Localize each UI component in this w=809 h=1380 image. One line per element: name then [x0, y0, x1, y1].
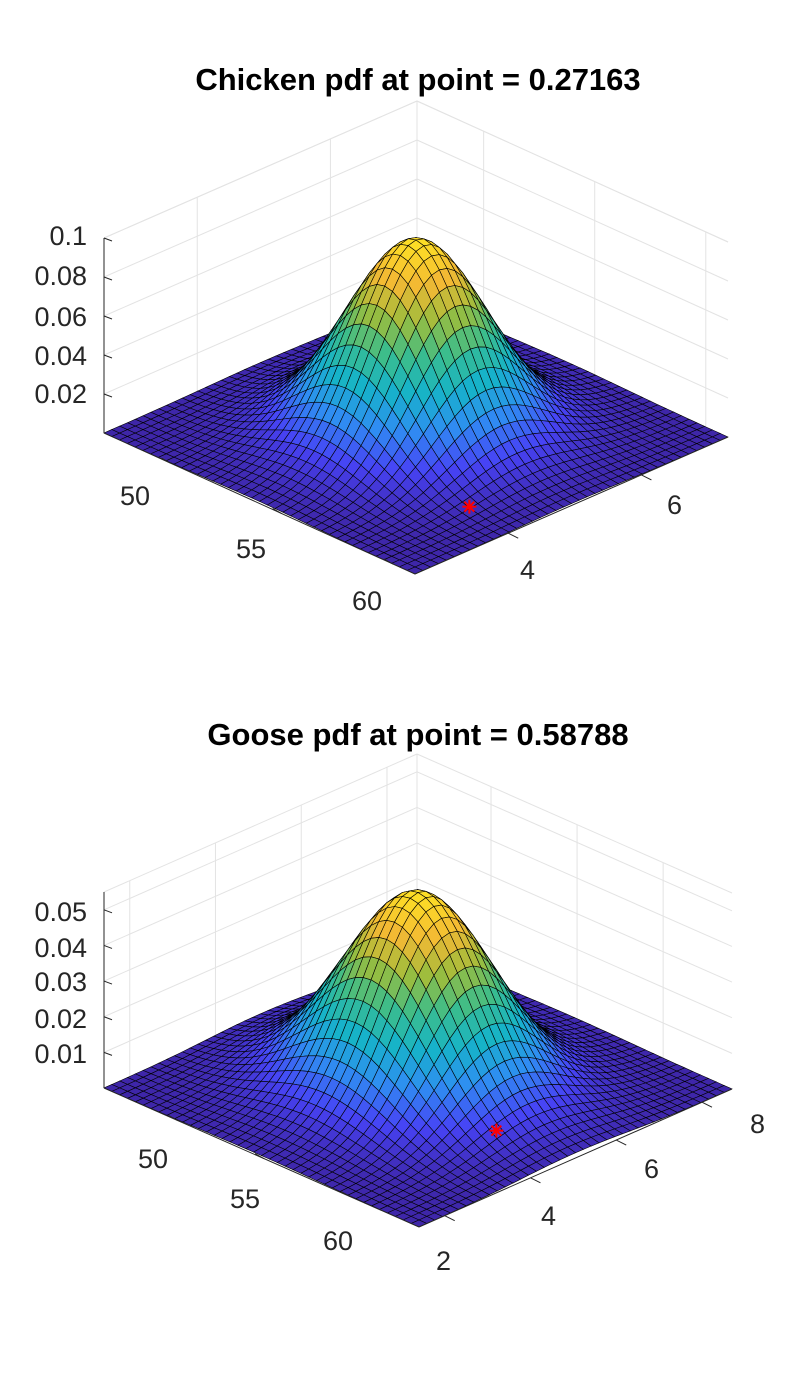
z-tick-mark-2	[103, 980, 113, 985]
x-tick-mark-0	[168, 1115, 179, 1122]
chicken-z-tick-0.06: 0.06	[34, 302, 87, 332]
z-gridline-right-3	[416, 806, 733, 947]
marker-stroke	[490, 1124, 503, 1137]
chicken-point-marker	[462, 499, 477, 514]
chicken-y-tick-4: 4	[520, 555, 535, 585]
z-gridline-left-1	[103, 878, 418, 1018]
z-tick-mark-1	[103, 1016, 113, 1021]
goose-x-tick-60: 60	[323, 1226, 353, 1256]
chicken-plot-title: Chicken pdf at point = 0.27163	[195, 62, 640, 97]
z-tick-mark-3	[103, 276, 113, 281]
z-gridline-right-2	[416, 178, 729, 321]
x-tick-mark-1	[254, 1153, 265, 1160]
goose-point-marker	[489, 1123, 504, 1138]
y-axis-line	[414, 436, 729, 575]
goose-z-tick-0.01: 0.01	[34, 1039, 87, 1069]
goose-y-tick-2: 2	[436, 1246, 451, 1276]
marker-stroke	[463, 501, 476, 513]
chicken-x-tick-50: 50	[120, 481, 150, 511]
chicken-surface	[103, 237, 729, 575]
goose-grid	[103, 753, 733, 1077]
z-gridline-right-1	[416, 878, 733, 1019]
z-gridline-left-3	[103, 139, 418, 278]
y-tick-mark-1	[530, 1177, 541, 1184]
z-tick-mark-1	[103, 354, 113, 359]
goose-surface	[103, 889, 733, 1228]
z-gridline-right-1	[416, 217, 729, 360]
z-gridline-left-1	[103, 217, 418, 356]
z-tick-mark-2	[103, 315, 113, 320]
goose-y-tick-6: 6	[644, 1154, 659, 1184]
z-gridline-right-3	[416, 139, 729, 282]
chicken-x-tick-60: 60	[352, 586, 382, 616]
y-tick-mark-0	[444, 1215, 455, 1222]
chicken-grid	[103, 100, 729, 427]
goose-z-tick-0.04: 0.04	[34, 933, 87, 963]
chicken-x-tick-55: 55	[236, 534, 266, 564]
x-tick-mark-2	[340, 1191, 351, 1198]
z-tick-mark-0	[103, 1051, 113, 1056]
goose-y-tick-8: 8	[750, 1109, 765, 1139]
goose-surface-plot: Goose pdf at point = 0.58788 50 55 60 2 …	[34, 717, 765, 1276]
z-gridline-left-2	[103, 842, 418, 982]
chicken-surface-plot: Chicken pdf at point = 0.27163 50 55 60 …	[34, 62, 729, 616]
z-gridline-left-4	[103, 771, 418, 911]
z-gridline-right-4	[416, 771, 733, 912]
z-gridline-right-4	[416, 100, 729, 243]
x-tick-mark-0	[161, 457, 171, 464]
z-gridline-right-0	[416, 256, 729, 399]
chicken-axes	[103, 237, 729, 575]
goose-x-tick-50: 50	[138, 1144, 168, 1174]
y-tick-mark-0	[508, 532, 519, 539]
y-tick-mark-1	[641, 474, 652, 481]
z-gridline-left-3	[103, 806, 418, 946]
top-edge-right	[416, 753, 733, 894]
goose-y-tick-4: 4	[541, 1201, 556, 1231]
z-tick-mark-3	[103, 944, 113, 949]
chicken-y-tick-6: 6	[667, 490, 682, 520]
z-gridline-right-2	[416, 842, 733, 983]
chicken-z-tick-0.08: 0.08	[34, 261, 87, 291]
z-tick-mark-4	[103, 237, 113, 242]
goose-z-tick-0.02: 0.02	[34, 1004, 87, 1034]
top-edge-left	[103, 753, 418, 893]
y-axis-line	[418, 1088, 733, 1228]
goose-z-tick-0.05: 0.05	[34, 897, 87, 927]
z-tick-mark-0	[103, 393, 113, 398]
chicken-z-tick-0.04: 0.04	[34, 341, 87, 371]
z-gridline-left-4	[103, 100, 418, 239]
z-tick-mark-4	[103, 909, 113, 914]
goose-z-tick-0.03: 0.03	[34, 967, 87, 997]
y-tick-mark-3	[701, 1101, 713, 1108]
x-tick-mark-1	[272, 508, 282, 515]
z-gridline-left-2	[103, 178, 418, 317]
goose-axes	[103, 892, 733, 1228]
y-tick-mark-2	[616, 1139, 627, 1146]
x-axis-line	[103, 432, 416, 575]
chicken-z-tick-0.1: 0.1	[49, 221, 87, 251]
chicken-z-tick-0.02: 0.02	[34, 379, 87, 409]
goose-x-tick-55: 55	[230, 1184, 260, 1214]
goose-plot-title: Goose pdf at point = 0.58788	[207, 717, 628, 752]
x-tick-mark-2	[383, 558, 394, 565]
